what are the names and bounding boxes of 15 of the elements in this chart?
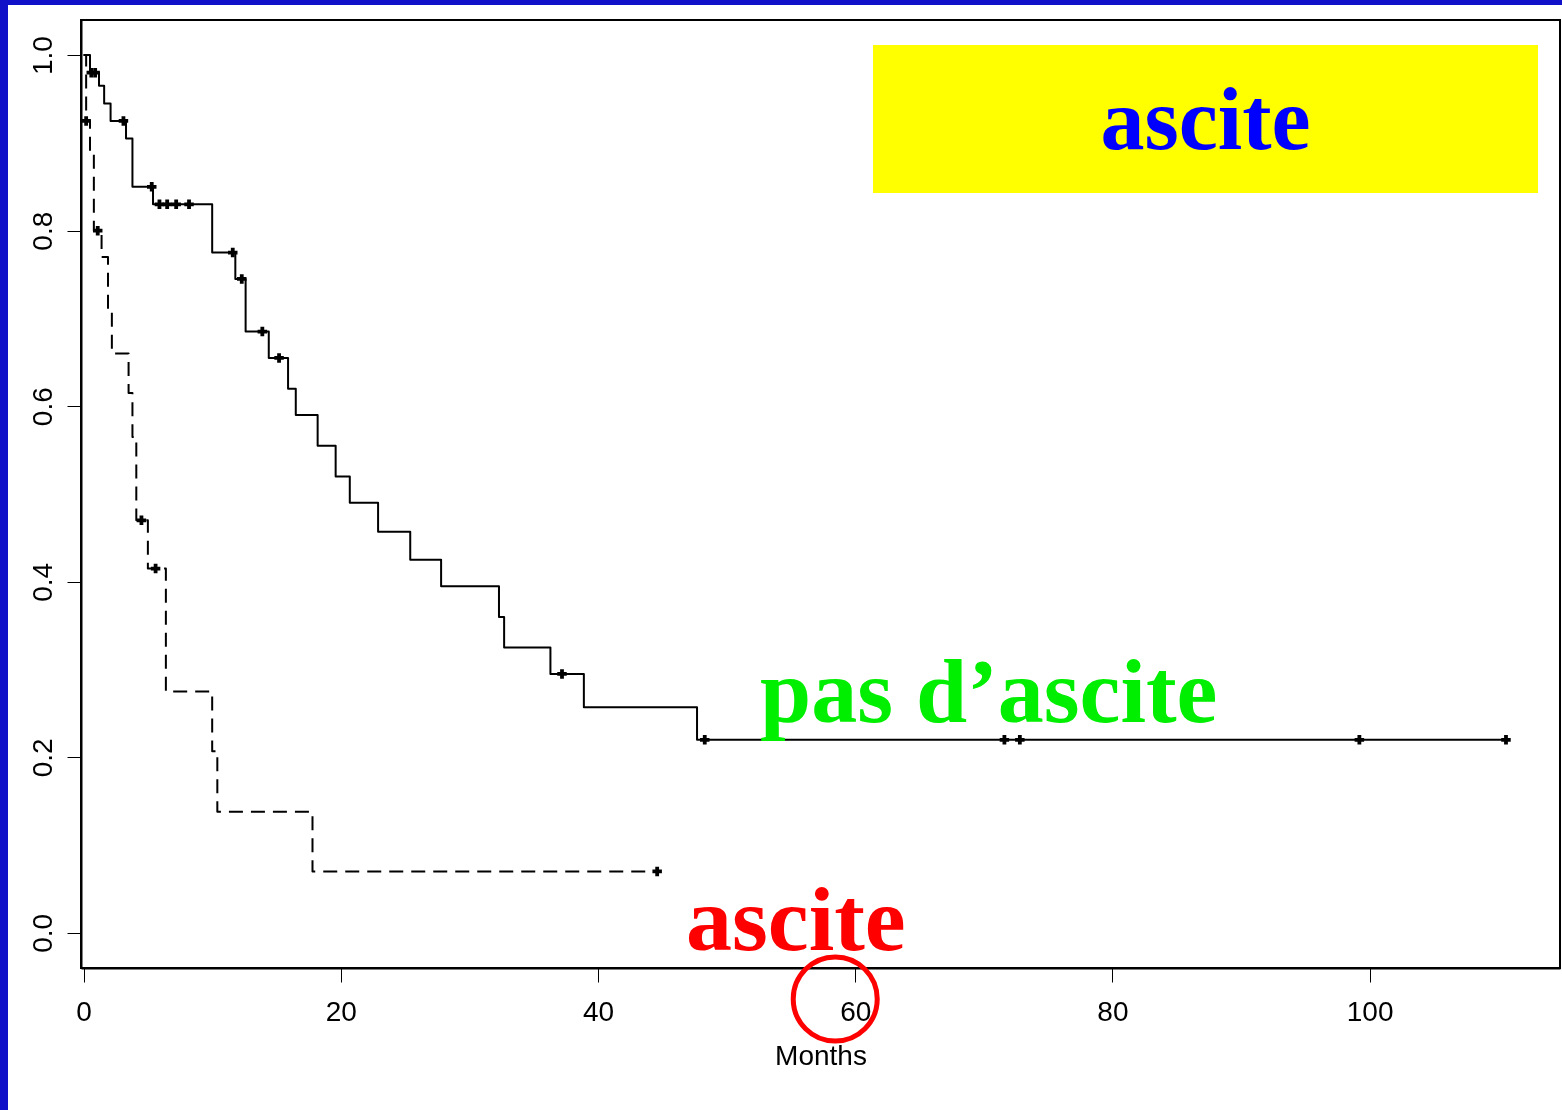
x-tick-label: 0 xyxy=(76,995,92,1027)
y-tick-label: 0.6 xyxy=(26,387,58,427)
y-tick-label: 0.8 xyxy=(26,211,58,251)
x-tick-label: 80 xyxy=(1097,995,1129,1027)
x-tick-label: 60 xyxy=(840,995,872,1027)
annotation: ascite xyxy=(686,868,906,970)
y-tick-label: 1.0 xyxy=(26,36,58,76)
annotation: pas d’ascite xyxy=(760,640,1218,742)
y-tick-label: 0.2 xyxy=(26,738,58,778)
y-tick-label: 0.0 xyxy=(26,913,58,953)
y-tick-label: 0.4 xyxy=(26,562,58,602)
x-tick-label: 100 xyxy=(1346,995,1394,1027)
x-tick-label: 20 xyxy=(325,995,357,1027)
x-axis-title: Months xyxy=(775,1039,867,1071)
x-tick-label: 40 xyxy=(582,995,615,1027)
